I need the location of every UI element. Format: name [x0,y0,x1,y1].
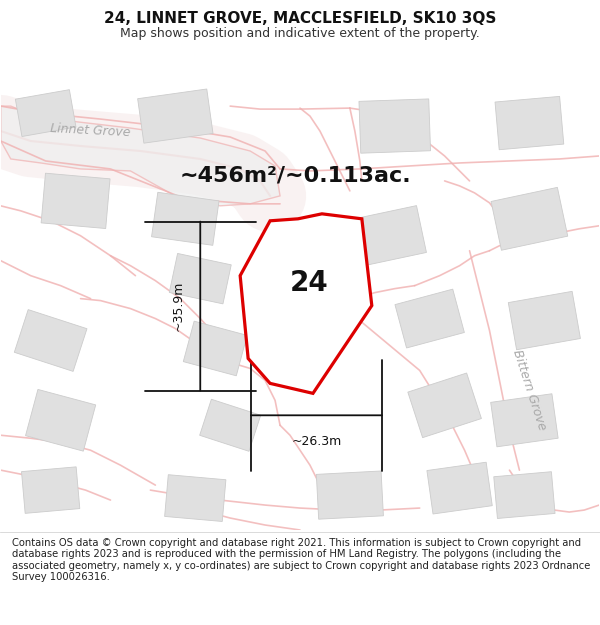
Text: Bittern Grove: Bittern Grove [510,348,548,432]
Text: Map shows position and indicative extent of the property.: Map shows position and indicative extent… [120,27,480,40]
Polygon shape [184,321,247,376]
Text: ~35.9m: ~35.9m [172,281,185,331]
Polygon shape [316,471,383,519]
Polygon shape [359,99,431,153]
Polygon shape [41,173,110,229]
Polygon shape [22,467,80,513]
Polygon shape [240,214,372,393]
Polygon shape [1,106,280,206]
Polygon shape [495,96,564,150]
Polygon shape [14,309,87,371]
Polygon shape [408,373,481,438]
Text: ~456m²/~0.113ac.: ~456m²/~0.113ac. [179,166,411,186]
Polygon shape [494,472,555,519]
Polygon shape [26,389,96,451]
Polygon shape [164,475,226,521]
Text: 24, LINNET GROVE, MACCLESFIELD, SK10 3QS: 24, LINNET GROVE, MACCLESFIELD, SK10 3QS [104,11,496,26]
Text: Linnet Grove: Linnet Grove [50,122,131,139]
Polygon shape [491,188,568,250]
Polygon shape [169,254,231,304]
Polygon shape [353,206,427,266]
Polygon shape [491,394,558,447]
Polygon shape [16,89,76,136]
Polygon shape [137,89,213,143]
Text: Contains OS data © Crown copyright and database right 2021. This information is : Contains OS data © Crown copyright and d… [12,538,590,582]
Polygon shape [395,289,464,348]
Polygon shape [152,192,219,246]
Polygon shape [200,399,261,451]
Polygon shape [427,462,492,514]
Text: ~26.3m: ~26.3m [292,435,341,448]
Polygon shape [508,291,580,350]
Text: 24: 24 [290,269,329,297]
